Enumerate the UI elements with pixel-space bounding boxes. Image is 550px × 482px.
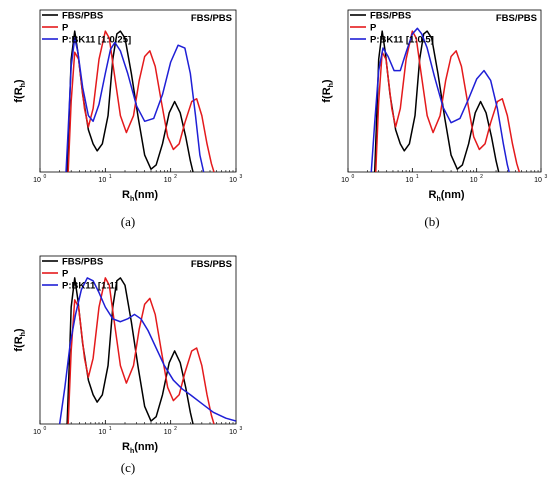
y-axis-label-main: f(R: [321, 87, 333, 102]
plot-frame: [39, 9, 237, 173]
x-tick-label: 10: [534, 177, 542, 184]
x-axis-label: Rh(nm): [429, 189, 465, 203]
x-tick-label: 10: [33, 429, 41, 436]
legend-entry: FBS/PBS: [370, 11, 411, 22]
series-line-fbs-pbs: [66, 277, 194, 424]
y-axis-label-close: ): [13, 328, 25, 332]
x-tick-label: 10: [341, 177, 349, 184]
x-tick-exponent: 2: [480, 174, 483, 180]
x-tick-exponent: 2: [174, 174, 177, 180]
x-tick-exponent: 1: [109, 426, 112, 432]
x-tick-label: 10: [98, 429, 106, 436]
x-tick-exponent: 0: [44, 174, 47, 180]
legend-entry: P: [62, 23, 69, 34]
y-axis-label-sub: h: [20, 332, 27, 336]
series-line-p-bk11: [370, 27, 510, 172]
x-axis-label-unit: (nm): [134, 189, 158, 201]
x-tick-label: 10: [98, 177, 106, 184]
plot-frame: [347, 9, 542, 173]
y-axis-label-sub: h: [328, 83, 335, 87]
panel-caption: (b): [424, 214, 439, 229]
medium-annotation: FBS/PBS: [191, 13, 232, 24]
series-line-p: [375, 30, 521, 172]
x-tick-exponent: 1: [109, 174, 112, 180]
legend-entry: P:BK11 [1:0.5]: [370, 35, 434, 46]
y-axis-label-sub: h: [20, 83, 27, 87]
x-tick-exponent: 3: [545, 174, 548, 180]
x-axis-label-sub: h: [436, 196, 440, 203]
legend-entry: P: [370, 23, 377, 34]
x-tick-label: 10: [33, 177, 41, 184]
legend-entry: P:BK11 [1:0.25]: [62, 35, 131, 46]
x-tick-label: 10: [164, 177, 172, 184]
panel-caption: (c): [121, 460, 135, 475]
panel-caption: (a): [121, 214, 135, 229]
legend-entry: P:BK11 [1:1]: [62, 281, 118, 292]
x-tick-label: 10: [229, 177, 237, 184]
y-axis-label: f(Rh): [13, 328, 27, 352]
x-tick-label: 10: [229, 429, 237, 436]
x-tick-label: 10: [405, 177, 413, 184]
series-line-p: [67, 277, 215, 424]
medium-annotation: FBS/PBS: [496, 13, 537, 24]
x-tick-exponent: 3: [240, 174, 243, 180]
y-axis-label-main: f(R: [13, 336, 25, 351]
x-axis-label-main: R: [122, 441, 130, 453]
y-axis-label-main: f(R: [13, 87, 25, 102]
y-axis-label-close: ): [321, 79, 333, 83]
x-tick-label: 10: [164, 429, 172, 436]
series-line-p: [67, 30, 215, 172]
legend-entry: P: [62, 269, 69, 280]
y-axis-label: f(Rh): [321, 79, 335, 103]
x-axis-label-sub: h: [130, 448, 134, 455]
x-axis-label-unit: (nm): [441, 189, 465, 201]
series-line-p-bk11: [65, 37, 205, 172]
y-axis-label: f(Rh): [13, 79, 27, 103]
x-tick-exponent: 0: [44, 426, 47, 432]
x-axis-label-main: R: [429, 189, 437, 201]
x-axis-label: Rh(nm): [122, 189, 158, 203]
x-axis-label-sub: h: [130, 196, 134, 203]
x-tick-exponent: 1: [416, 174, 419, 180]
x-axis-label-unit: (nm): [134, 441, 158, 453]
legend-entry: FBS/PBS: [62, 11, 103, 22]
x-tick-exponent: 3: [240, 426, 243, 432]
plot-frame: [39, 255, 237, 425]
x-tick-exponent: 2: [174, 426, 177, 432]
x-tick-exponent: 0: [352, 174, 355, 180]
x-axis-label: Rh(nm): [122, 441, 158, 455]
medium-annotation: FBS/PBS: [191, 259, 232, 270]
legend-entry: FBS/PBS: [62, 257, 103, 268]
series-line-fbs-pbs: [373, 30, 500, 172]
x-axis-label-main: R: [122, 189, 130, 201]
y-axis-label-close: ): [13, 79, 25, 83]
x-tick-label: 10: [470, 177, 478, 184]
series-line-p-bk11: [58, 277, 236, 424]
